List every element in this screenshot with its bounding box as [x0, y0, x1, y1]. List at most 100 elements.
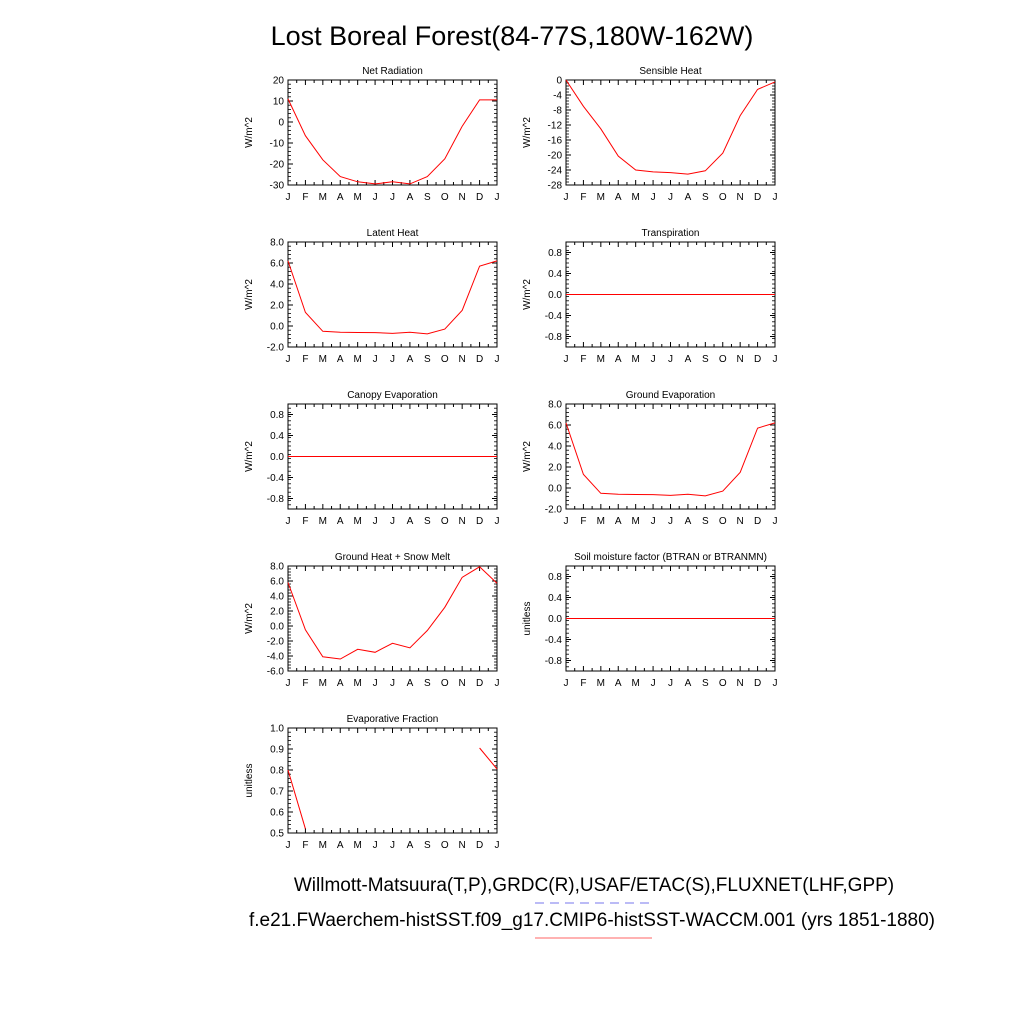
y-tick-label: 0.4	[548, 269, 562, 280]
y-tick-label: 0.9	[270, 745, 284, 756]
x-tick-label: F	[302, 516, 308, 527]
y-tick-label: 0.0	[548, 614, 562, 625]
y-tick-label: 0.0	[270, 622, 284, 633]
x-tick-label: D	[476, 192, 483, 203]
x-tick-label: A	[337, 192, 344, 203]
x-tick-label: J	[495, 192, 500, 203]
y-tick-label: 0.0	[270, 452, 284, 463]
x-tick-label: O	[719, 678, 727, 689]
series-line	[287, 769, 306, 829]
x-tick-label: J	[668, 354, 673, 365]
x-tick-label: A	[685, 516, 692, 527]
x-tick-label: D	[476, 516, 483, 527]
x-tick-label: M	[631, 192, 639, 203]
x-tick-label: A	[407, 516, 414, 527]
plot-frame	[287, 79, 498, 186]
x-tick-label: D	[476, 354, 483, 365]
x-tick-label: J	[495, 840, 500, 851]
y-tick-label: -6.0	[267, 667, 285, 678]
x-tick-label: J	[390, 516, 395, 527]
y-tick-label: 10	[273, 97, 285, 108]
x-tick-label: F	[302, 840, 308, 851]
x-tick-label: A	[615, 354, 622, 365]
x-tick-label: D	[754, 192, 761, 203]
x-tick-label: J	[668, 678, 673, 689]
y-tick-label: 0.8	[270, 766, 284, 777]
y-axis-label: W/m^2	[244, 279, 255, 310]
y-tick-label: 4.0	[270, 280, 284, 291]
x-tick-label: N	[459, 192, 466, 203]
x-tick-label: M	[597, 354, 605, 365]
x-tick-label: A	[337, 516, 344, 527]
x-tick-label: N	[459, 840, 466, 851]
x-tick-label: J	[773, 354, 778, 365]
y-axis-label: W/m^2	[244, 441, 255, 472]
x-tick-label: A	[337, 840, 344, 851]
y-tick-label: 0.5	[270, 829, 284, 840]
x-tick-label: M	[597, 192, 605, 203]
y-tick-label: -0.8	[545, 656, 563, 667]
y-tick-label: -24	[548, 166, 563, 177]
y-tick-label: 4.0	[548, 442, 562, 453]
x-tick-label: F	[580, 678, 586, 689]
x-tick-label: S	[702, 516, 709, 527]
series-line	[287, 98, 497, 185]
x-tick-label: J	[373, 678, 378, 689]
x-tick-label: A	[407, 840, 414, 851]
x-tick-label: D	[476, 840, 483, 851]
x-tick-label: S	[702, 192, 709, 203]
y-tick-label: -0.4	[545, 635, 563, 646]
x-tick-label: A	[615, 192, 622, 203]
panel-title: Transpiration	[642, 228, 700, 239]
x-tick-label: A	[615, 516, 622, 527]
x-tick-label: J	[564, 192, 569, 203]
x-tick-label: F	[302, 192, 308, 203]
x-tick-label: M	[597, 678, 605, 689]
x-tick-label: S	[424, 354, 431, 365]
panel-title: Ground Heat + Snow Melt	[335, 552, 451, 563]
x-tick-label: J	[286, 678, 291, 689]
x-tick-label: M	[319, 354, 327, 365]
x-tick-label: S	[702, 678, 709, 689]
series-line	[565, 422, 776, 497]
panel-soil-moisture-factor-btran-or-btranmn: Soil moisture factor (BTRAN or BTRANMN) J…	[522, 552, 778, 689]
x-tick-label: O	[719, 516, 727, 527]
x-tick-label: D	[476, 678, 483, 689]
y-axis-label: unitless	[244, 764, 255, 798]
panel-title: Sensible Heat	[639, 66, 701, 77]
x-tick-label: J	[286, 192, 291, 203]
x-tick-label: A	[407, 354, 414, 365]
y-tick-label: 6.0	[548, 421, 562, 432]
x-tick-label: M	[353, 516, 361, 527]
x-tick-label: N	[737, 192, 744, 203]
x-tick-label: A	[685, 192, 692, 203]
x-tick-label: O	[719, 192, 727, 203]
x-tick-label: J	[564, 354, 569, 365]
x-tick-label: A	[337, 678, 344, 689]
x-tick-label: M	[353, 840, 361, 851]
x-tick-label: M	[597, 516, 605, 527]
x-tick-label: N	[459, 354, 466, 365]
x-tick-label: F	[580, 192, 586, 203]
y-tick-label: -0.8	[267, 494, 285, 505]
y-tick-label: 0.0	[270, 322, 284, 333]
y-axis-label: unitless	[522, 602, 533, 636]
x-tick-label: J	[495, 678, 500, 689]
x-tick-label: J	[773, 192, 778, 203]
y-axis-label: W/m^2	[522, 441, 533, 472]
x-tick-label: O	[719, 354, 727, 365]
plot-frame	[287, 727, 498, 834]
x-tick-label: N	[737, 678, 744, 689]
x-tick-label: J	[390, 678, 395, 689]
x-tick-label: M	[353, 354, 361, 365]
y-tick-label: -4	[553, 91, 562, 102]
series-line	[287, 260, 498, 335]
x-tick-label: O	[441, 840, 449, 851]
x-tick-label: N	[737, 354, 744, 365]
x-tick-label: J	[390, 840, 395, 851]
